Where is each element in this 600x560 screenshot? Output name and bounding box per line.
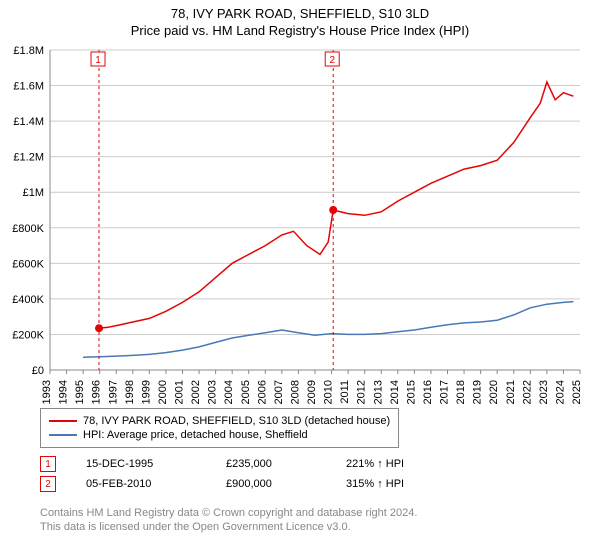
credits: Contains HM Land Registry data © Crown c… xyxy=(40,506,417,535)
legend-item: HPI: Average price, detached house, Shef… xyxy=(49,429,390,441)
svg-text:1999: 1999 xyxy=(140,380,152,404)
svg-text:2002: 2002 xyxy=(190,380,202,404)
sale-marker: 2 xyxy=(40,476,56,492)
sale-row: 1 15-DEC-1995 £235,000 221% ↑ HPI xyxy=(40,456,446,472)
svg-text:1993: 1993 xyxy=(41,380,53,404)
svg-text:1: 1 xyxy=(95,55,101,66)
svg-text:2008: 2008 xyxy=(289,380,301,404)
svg-text:2016: 2016 xyxy=(422,380,434,404)
svg-text:2003: 2003 xyxy=(207,380,219,404)
svg-text:£400K: £400K xyxy=(12,294,44,306)
chart-legend: 78, IVY PARK ROAD, SHEFFIELD, S10 3LD (d… xyxy=(40,408,399,448)
price-chart: £0£200K£400K£600K£800K£1M£1.2M£1.4M£1.6M… xyxy=(50,50,580,370)
svg-text:2: 2 xyxy=(329,55,335,66)
svg-text:2004: 2004 xyxy=(223,380,235,404)
legend-item: 78, IVY PARK ROAD, SHEFFIELD, S10 3LD (d… xyxy=(49,415,390,427)
sale-marker: 1 xyxy=(40,456,56,472)
svg-text:2020: 2020 xyxy=(488,380,500,404)
legend-swatch xyxy=(49,420,77,422)
legend-label: 78, IVY PARK ROAD, SHEFFIELD, S10 3LD (d… xyxy=(83,415,390,427)
svg-text:2005: 2005 xyxy=(240,380,252,404)
legend-swatch xyxy=(49,434,77,436)
legend-label: HPI: Average price, detached house, Shef… xyxy=(83,429,308,441)
svg-text:2009: 2009 xyxy=(306,380,318,404)
svg-text:2025: 2025 xyxy=(571,380,583,404)
title-line2: Price paid vs. HM Land Registry's House … xyxy=(0,23,600,40)
svg-text:2015: 2015 xyxy=(405,380,417,404)
sale-hpi: 221% ↑ HPI xyxy=(346,458,446,470)
svg-text:£200K: £200K xyxy=(12,329,44,341)
svg-text:1998: 1998 xyxy=(124,380,136,404)
chart-title: 78, IVY PARK ROAD, SHEFFIELD, S10 3LD Pr… xyxy=(0,0,600,40)
sale-date: 15-DEC-1995 xyxy=(86,458,196,470)
svg-text:£1.2M: £1.2M xyxy=(13,152,44,164)
svg-text:£1.8M: £1.8M xyxy=(13,45,44,57)
svg-text:2010: 2010 xyxy=(323,380,335,404)
svg-text:£1.4M: £1.4M xyxy=(13,116,44,128)
sale-price: £235,000 xyxy=(226,458,316,470)
svg-text:2014: 2014 xyxy=(389,380,401,404)
sale-row: 2 05-FEB-2010 £900,000 315% ↑ HPI xyxy=(40,476,446,492)
svg-text:2017: 2017 xyxy=(439,380,451,404)
sales-table: 1 15-DEC-1995 £235,000 221% ↑ HPI 2 05-FEB-20… xyxy=(40,452,446,496)
svg-text:1994: 1994 xyxy=(58,380,70,404)
svg-text:2018: 2018 xyxy=(455,380,467,404)
svg-text:2007: 2007 xyxy=(273,380,285,404)
svg-text:2022: 2022 xyxy=(521,380,533,404)
svg-text:2024: 2024 xyxy=(554,380,566,404)
svg-text:2021: 2021 xyxy=(505,380,517,404)
svg-text:£600K: £600K xyxy=(12,258,44,270)
svg-text:£800K: £800K xyxy=(12,223,44,235)
svg-text:£0: £0 xyxy=(32,365,44,377)
svg-text:£1M: £1M xyxy=(23,187,44,199)
svg-text:1995: 1995 xyxy=(74,380,86,404)
svg-text:2023: 2023 xyxy=(538,380,550,404)
svg-text:2012: 2012 xyxy=(356,380,368,404)
svg-text:1996: 1996 xyxy=(91,380,103,404)
credits-line1: Contains HM Land Registry data © Crown c… xyxy=(40,506,417,520)
svg-text:1997: 1997 xyxy=(107,380,119,404)
title-line1: 78, IVY PARK ROAD, SHEFFIELD, S10 3LD xyxy=(0,6,600,23)
sale-price: £900,000 xyxy=(226,478,316,490)
sale-hpi: 315% ↑ HPI xyxy=(346,478,446,490)
svg-text:2006: 2006 xyxy=(256,380,268,404)
svg-text:£1.6M: £1.6M xyxy=(13,81,44,93)
svg-text:2011: 2011 xyxy=(339,380,351,404)
svg-text:2000: 2000 xyxy=(157,380,169,404)
svg-text:2001: 2001 xyxy=(174,380,186,404)
svg-text:2013: 2013 xyxy=(372,380,384,404)
svg-text:2019: 2019 xyxy=(472,380,484,404)
sale-date: 05-FEB-2010 xyxy=(86,478,196,490)
credits-line2: This data is licensed under the Open Gov… xyxy=(40,520,417,534)
